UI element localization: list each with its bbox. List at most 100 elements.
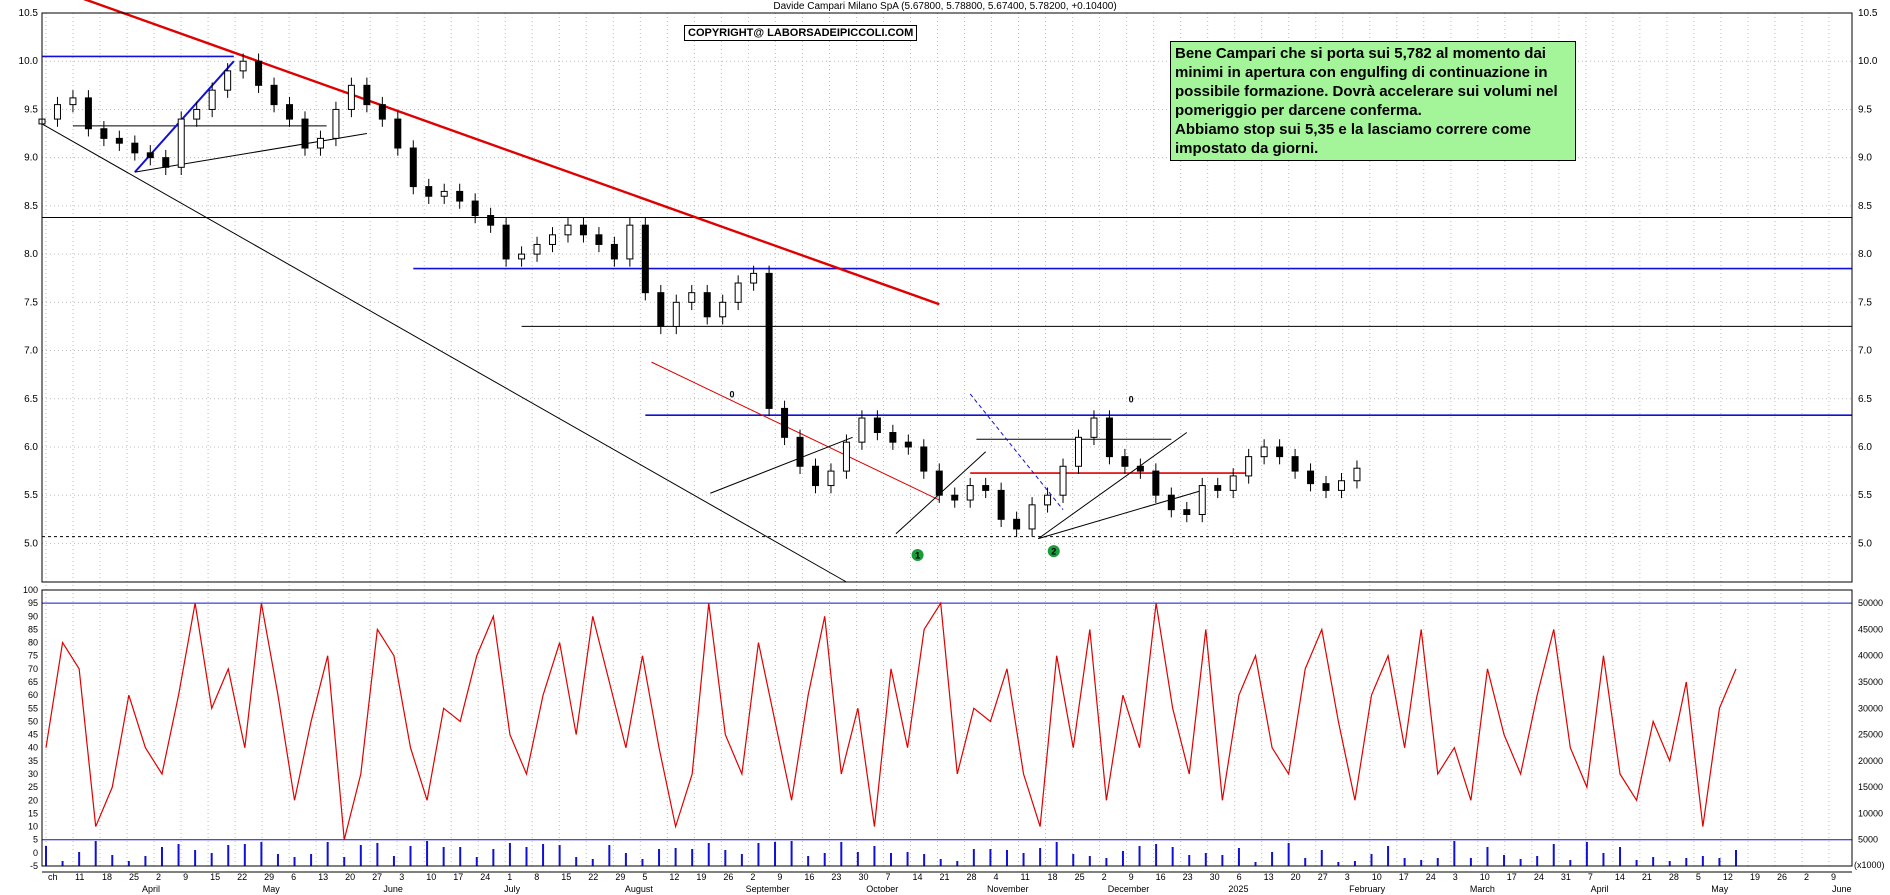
- volume-tick-label: 5000: [1858, 835, 1878, 845]
- y-tick-label-right: 9.5: [1858, 104, 1872, 115]
- x-tick-label: 29: [615, 872, 625, 882]
- commentary-box: Bene Campari che si porta sui 5,782 al m…: [1170, 41, 1576, 161]
- candle-body: [440, 190, 448, 197]
- commentary-text-2: Abbiamo stop sui 5,35 e la lasciamo corr…: [1175, 121, 1531, 157]
- month-label: July: [504, 884, 521, 894]
- x-tick-label: 11: [75, 872, 84, 882]
- osc-tick-label: 15: [28, 808, 38, 818]
- osc-tick-label: 10: [28, 822, 38, 832]
- candle-body: [750, 272, 758, 284]
- volume-tick-label: 40000: [1858, 651, 1883, 661]
- y-tick-label-right: 10.0: [1858, 56, 1878, 67]
- candle-body: [842, 441, 850, 472]
- candle-body: [1260, 446, 1268, 458]
- osc-tick-label: 90: [28, 611, 38, 621]
- y-tick-label-left: 5.5: [24, 490, 38, 501]
- x-tick-label: 9: [183, 872, 188, 882]
- candle-body: [533, 243, 541, 255]
- candle-body: [982, 485, 990, 491]
- candle-body: [456, 190, 464, 202]
- wave-marker-label: 1: [915, 550, 920, 560]
- candle-body: [502, 224, 510, 260]
- x-tick-label: 20: [1291, 872, 1301, 882]
- volume-tick-label: 20000: [1858, 756, 1883, 766]
- candle-body: [1028, 504, 1036, 530]
- oscillator-line: [45, 601, 1737, 840]
- candle-body: [626, 224, 634, 260]
- x-tick-label: 28: [1669, 872, 1679, 882]
- y-tick-label-right: 8.5: [1858, 201, 1872, 212]
- osc-tick-label: 100: [23, 585, 38, 595]
- x-tick-label: 14: [912, 872, 922, 882]
- x-tick-label: 3: [1345, 872, 1350, 882]
- osc-tick-label: 40: [28, 743, 38, 753]
- month-label: September: [746, 884, 790, 894]
- candle-body: [734, 282, 742, 303]
- candle-body: [270, 84, 278, 106]
- candle-body: [564, 224, 572, 236]
- osc-tick-label: 35: [28, 756, 38, 766]
- x-tick-label: 6: [1237, 872, 1242, 882]
- x-tick-label: 10: [426, 872, 436, 882]
- x-tick-label: 10: [1480, 872, 1490, 882]
- candle-body: [873, 417, 881, 434]
- candle-body: [781, 407, 789, 438]
- candle-body: [1136, 465, 1144, 472]
- x-tick-label: 4: [994, 872, 999, 882]
- y-tick-label-right: 10.5: [1858, 8, 1878, 19]
- candle-body: [812, 465, 820, 487]
- x-tick-label: 8: [534, 872, 539, 882]
- candle-body: [966, 485, 974, 501]
- volume-tick-label: 35000: [1858, 677, 1883, 687]
- candle-body: [1198, 485, 1206, 515]
- trendline: [83, 0, 940, 306]
- y-tick-label-left: 7.5: [24, 297, 38, 308]
- osc-tick-label: 45: [28, 730, 38, 740]
- trendline: [651, 361, 940, 501]
- month-label: April: [142, 884, 160, 894]
- x-tick-label: 22: [588, 872, 598, 882]
- candlesticks: [38, 53, 1361, 537]
- month-label: April: [1591, 884, 1609, 894]
- x-tick-label: 25: [1075, 872, 1085, 882]
- month-label: June: [1832, 884, 1852, 894]
- osc-tick-label: 50: [28, 716, 38, 726]
- candle-body: [1353, 467, 1361, 482]
- candle-body: [579, 224, 587, 236]
- month-label: October: [866, 884, 898, 894]
- osc-tick-label: 75: [28, 651, 38, 661]
- candle-body: [378, 104, 386, 120]
- candle-body: [1074, 436, 1082, 467]
- x-tick-label: 30: [858, 872, 868, 882]
- x-tick-label: 23: [831, 872, 841, 882]
- osc-tick-label: 80: [28, 638, 38, 648]
- candle-body: [1090, 417, 1098, 438]
- x-tick-label: 24: [1426, 872, 1436, 882]
- osc-tick-label: 95: [28, 598, 38, 608]
- month-label: March: [1470, 884, 1495, 894]
- chart-title: Davide Campari Milano SpA (5.67800, 5.78…: [773, 1, 1117, 12]
- candle-body: [518, 253, 526, 260]
- trendlines: [41, 0, 1203, 583]
- candle-body: [316, 137, 324, 149]
- candle-body: [84, 97, 92, 130]
- x-tick-label: 25: [129, 872, 139, 882]
- month-label: May: [1711, 884, 1729, 894]
- candle-body: [301, 118, 309, 149]
- x-tick-label: 24: [1534, 872, 1544, 882]
- x-tick-label: 18: [1048, 872, 1058, 882]
- candle-body: [1307, 470, 1315, 485]
- x-tick-label: 2: [1102, 872, 1107, 882]
- candle-body: [1183, 509, 1191, 515]
- price-panel-frame: [41, 12, 1853, 583]
- candle-body: [1152, 470, 1160, 496]
- month-label: August: [625, 884, 654, 894]
- x-tick-label: 13: [318, 872, 328, 882]
- x-tick-label: 3: [399, 872, 404, 882]
- osc-tick-label: 70: [28, 664, 38, 674]
- y-tick-label-right: 9.0: [1858, 153, 1872, 164]
- candle-body: [1337, 480, 1345, 491]
- candle-body: [765, 272, 773, 409]
- candle-body: [471, 200, 479, 217]
- month-label: May: [263, 884, 281, 894]
